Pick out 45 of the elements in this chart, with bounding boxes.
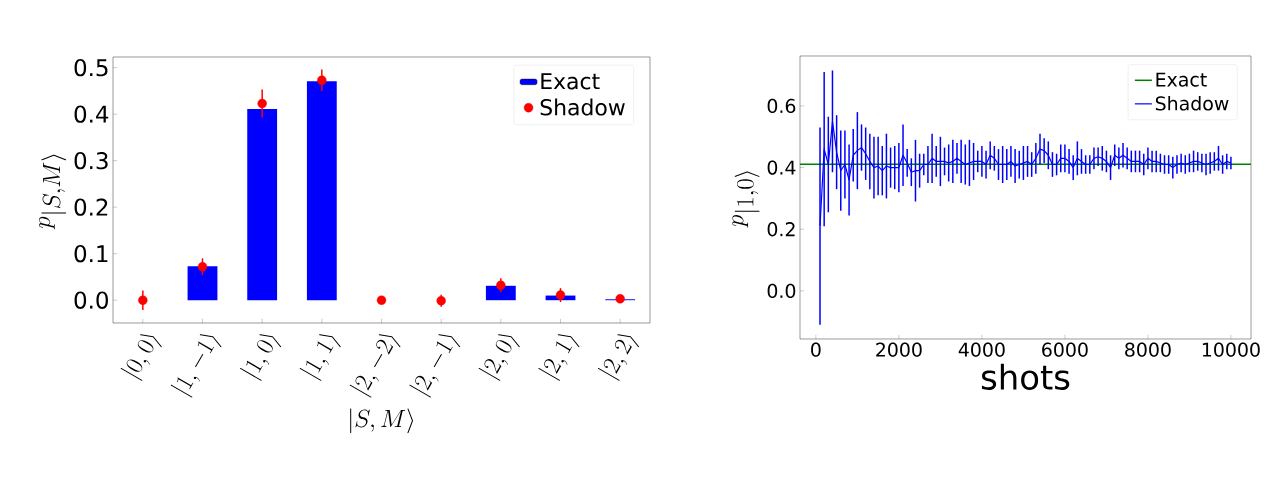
point [376, 295, 387, 305]
legend-label: Exact [1156, 72, 1207, 87]
x-tick-label: 2000 [876, 342, 922, 357]
legend-label: Shadow [540, 98, 625, 116]
point [436, 296, 446, 306]
x-tick-label: $|0, 0\rangle$ [120, 334, 162, 381]
y-tick-label: 0.5 [74, 59, 108, 77]
x-tick-label: 0 [811, 342, 821, 357]
x-tick-label: $|1, -1\rangle$ [170, 334, 222, 398]
point [496, 280, 506, 291]
x-tick-label: 8000 [1125, 342, 1171, 357]
bar [247, 109, 278, 301]
x-axis-title: shots [981, 363, 1070, 390]
point [317, 75, 327, 85]
legend-label: Shadow [1155, 95, 1229, 111]
x-tick-label: $|2, -2\rangle$ [349, 334, 401, 398]
point [257, 98, 267, 109]
y-axis-title: $p_{|1, 0\rangle}$ [732, 171, 760, 228]
x-tick-label: $|1, 0\rangle$ [240, 334, 282, 381]
point [615, 294, 625, 304]
x-tick-label: 6000 [1042, 342, 1088, 357]
point [555, 290, 566, 300]
x-tick-label: 10000 [1202, 342, 1260, 357]
bar [187, 266, 218, 301]
y-tick-label: 0.2 [767, 222, 795, 237]
y-tick-label: 0.0 [767, 283, 796, 299]
x-tick-label: $|1, 1\rangle$ [299, 334, 341, 381]
x-tick-label: $|2, -1\rangle$ [409, 334, 461, 398]
y-tick-label: 0.1 [74, 245, 108, 263]
y-tick-label: 0.3 [74, 152, 108, 170]
x-tick-label: 4000 [958, 342, 1005, 357]
x-tick-label: $|2, 2\rangle$ [598, 334, 640, 381]
y-tick-label: 0.4 [74, 105, 109, 123]
point [197, 262, 208, 272]
y-axis-title: $p_{|S, M\rangle}$ [39, 154, 67, 230]
y-tick-label: 0.0 [74, 291, 108, 309]
y-tick-label: 0.4 [767, 160, 796, 175]
x-tick-label: $|2, 1\rangle$ [538, 334, 580, 381]
point [138, 295, 148, 305]
y-tick-label: 0.2 [74, 198, 108, 216]
x-axis-title: $|S, M\rangle$ [350, 408, 413, 434]
bar [306, 81, 337, 301]
y-tick-label: 0.6 [767, 98, 796, 114]
legend-label: Exact [541, 73, 600, 90]
x-tick-label: $|2, 0\rangle$ [478, 334, 520, 381]
